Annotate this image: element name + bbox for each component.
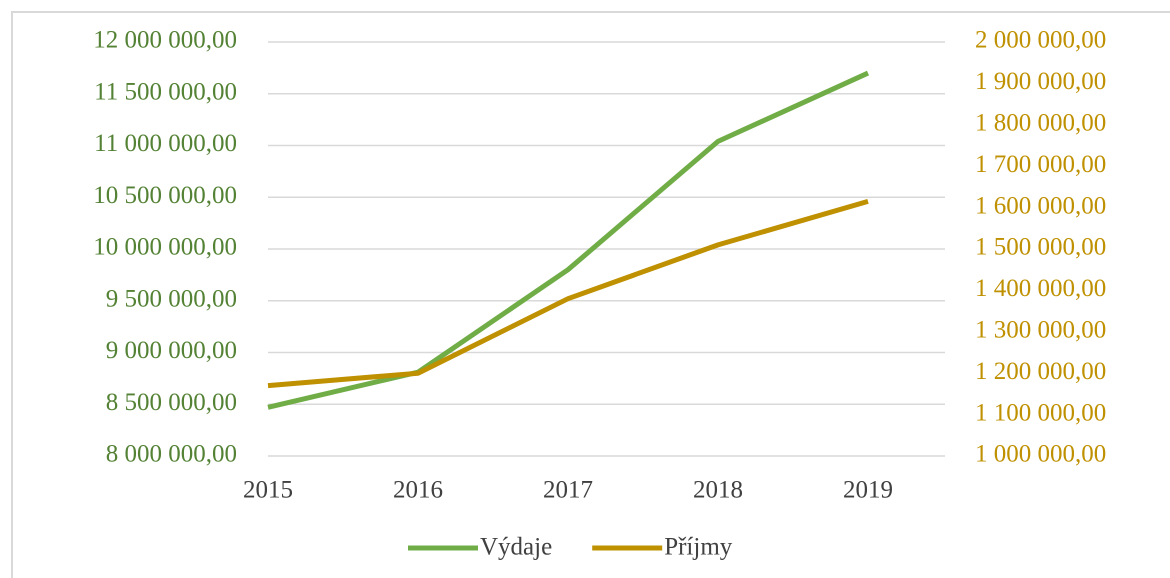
series-line [267, 70, 870, 410]
y-tick-label: 8 500 000,00 [106, 389, 237, 416]
y-tick-label: 10 500 000,00 [93, 182, 237, 209]
y-tick-label: 9 000 000,00 [106, 337, 237, 364]
y-tick-label: 11 000 000,00 [94, 130, 237, 157]
series-line [267, 198, 869, 389]
y-tick-label: 9 500 000,00 [106, 285, 237, 312]
y-tick-label: 12 000 000,00 [93, 27, 237, 54]
y-tick-label: 11 500 000,00 [94, 78, 237, 105]
y2-tick-label: 1 900 000,00 [975, 68, 1106, 95]
legend-label: Výdaje [480, 534, 552, 561]
y2-tick-label: 1 000 000,00 [975, 441, 1106, 468]
x-tick-label: 2016 [393, 477, 443, 504]
chart-frame [11, 11, 1170, 578]
y-tick-label: 10 000 000,00 [93, 234, 237, 261]
y2-tick-label: 1 200 000,00 [975, 358, 1106, 385]
y2-tick-label: 1 600 000,00 [975, 192, 1106, 219]
y2-tick-label: 1 800 000,00 [975, 110, 1106, 137]
y2-tick-label: 1 700 000,00 [975, 151, 1106, 178]
x-tick-label: 2019 [843, 477, 893, 504]
y-tick-label: 8 000 000,00 [106, 441, 237, 468]
x-tick-label: 2017 [543, 477, 593, 504]
y2-tick-label: 1 300 000,00 [975, 317, 1106, 344]
x-tick-label: 2015 [243, 477, 293, 504]
y2-tick-label: 1 500 000,00 [975, 234, 1106, 261]
legend-label: Příjmy [664, 534, 733, 561]
y2-tick-label: 1 100 000,00 [975, 399, 1106, 426]
y2-tick-label: 2 000 000,00 [975, 27, 1106, 54]
x-tick-label: 2018 [693, 477, 743, 504]
y2-tick-label: 1 400 000,00 [975, 275, 1106, 302]
